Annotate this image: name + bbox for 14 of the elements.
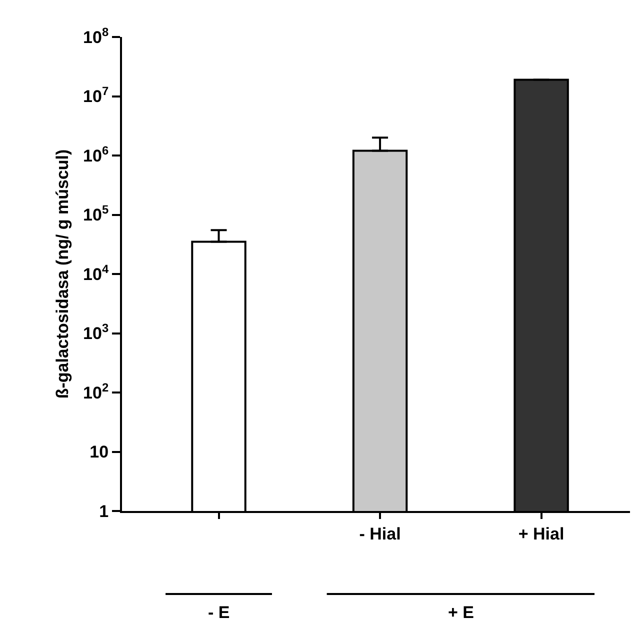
y-tick-label: 10$^{5}$: [83, 202, 109, 225]
y-tick-label: 10$^{4}$: [83, 262, 109, 284]
text: - E: [208, 603, 230, 621]
y-tick-label: 10$^{2}$: [83, 380, 109, 402]
y-tick-label: 10$^{7}$: [83, 84, 109, 106]
y-tick-label: 10$^{3}$: [83, 321, 109, 344]
x-tick-label: + Hial: [518, 524, 564, 544]
y-axis-title: ß-galactosidasa (ng/ g múscul): [53, 149, 72, 399]
y-tick-label: 10: [90, 442, 109, 462]
y-tick-label: 10$^{6}$: [83, 143, 109, 166]
x-tick-label: - Hial: [359, 524, 401, 544]
text: + E: [448, 603, 474, 621]
y-tick-label: 1: [99, 502, 109, 521]
y-tick-label: 10$^{8}$: [83, 24, 109, 47]
